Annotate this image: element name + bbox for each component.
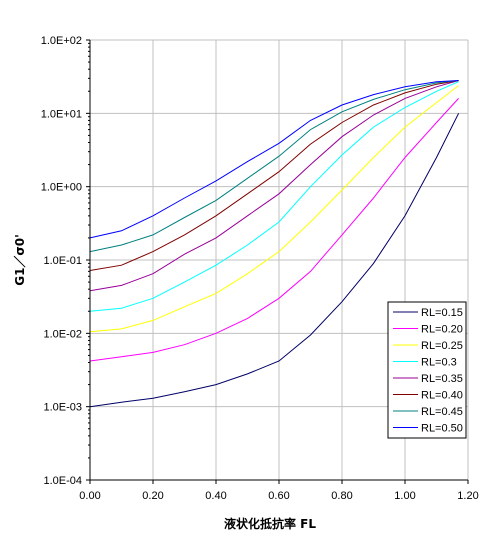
y-tick-label: 1.0E-03: [43, 402, 82, 414]
series-line-rl-0-40: [89, 80, 459, 271]
series-line-rl-0-50: [89, 80, 459, 239]
x-tick-label: 0.40: [205, 490, 226, 502]
series-line-rl-0-15: [89, 113, 460, 408]
y-tick-label: 1.0E+02: [41, 35, 82, 47]
x-tick-labels: 0.00 0.20 0.40 0.60 0.80 1.00 1.20: [79, 490, 478, 502]
legend-entry: RL=0.15: [421, 307, 463, 319]
x-tick-label: 0.00: [79, 490, 100, 502]
series-line-rl-0-45: [89, 80, 459, 253]
x-tick-label: 1.00: [394, 490, 415, 502]
y-axis-title: G1／σ0': [12, 234, 27, 286]
legend-entry: RL=0.25: [421, 340, 463, 352]
x-tick-label: 0.60: [268, 490, 289, 502]
axes: [86, 39, 469, 484]
y-tick-label: 1.0E+00: [41, 182, 82, 194]
legend-box: [387, 301, 467, 439]
legend-entry: RL=0.35: [421, 373, 463, 385]
y-tick-label: 1.0E-04: [43, 475, 82, 487]
legend-entry: RL=0.20: [421, 324, 463, 336]
legend-entry: RL=0.40: [421, 390, 463, 402]
series-line-rl-0-20: [89, 98, 459, 362]
series-line-rl-0-35: [89, 80, 459, 292]
x-tick-label: 1.20: [457, 490, 478, 502]
y-tick-label: 1.0E+01: [41, 108, 82, 120]
x-tick-label: 0.80: [331, 490, 352, 502]
series-line-rl-0-25: [89, 85, 459, 333]
y-tick-labels: 1.0E-04 1.0E-03 1.0E-02 1.0E-01 1.0E+00 1.0E+…: [41, 35, 82, 487]
series-line-rl-0-3: [89, 81, 459, 312]
x-tick-label: 0.20: [142, 490, 163, 502]
legend: RL=0.15 RL=0.20 RL=0.25 RL=0.3 RL=0.35 RL=0.4…: [387, 301, 467, 439]
y-tick-label: 1.0E-02: [43, 328, 82, 340]
x-axis-title: 液状化抵抗率 FL: [224, 516, 316, 531]
series-lines: [89, 80, 460, 408]
legend-entry: RL=0.45: [421, 406, 463, 418]
legend-entry: RL=0.3: [421, 357, 457, 369]
legend-entry: RL=0.50: [421, 423, 463, 435]
y-tick-label: 1.0E-01: [43, 255, 82, 267]
